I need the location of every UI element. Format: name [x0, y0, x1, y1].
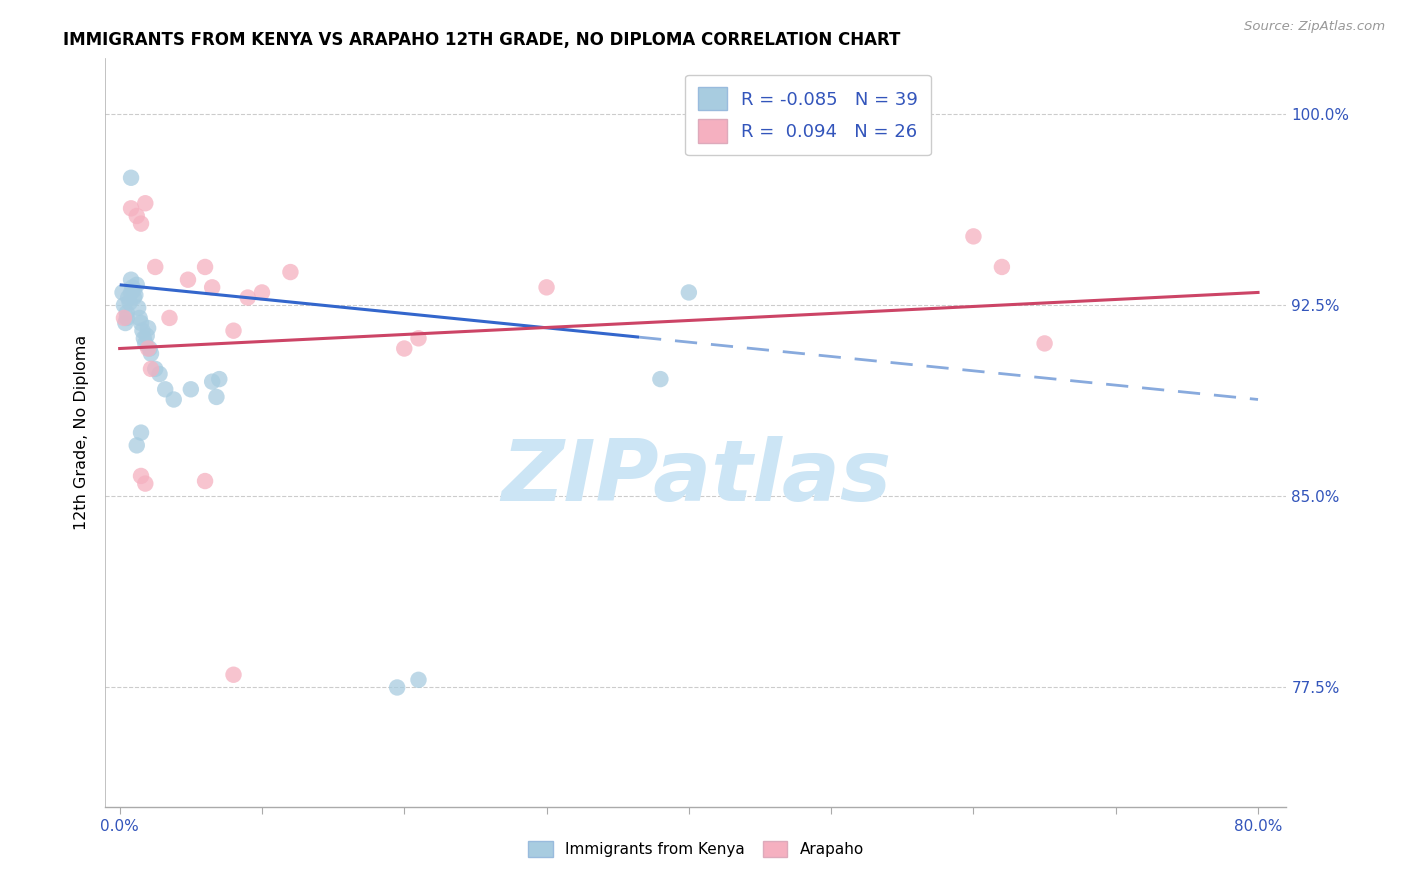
Point: [148, 367, 170, 381]
Point: [222, 324, 245, 338]
Point: [111, 285, 134, 300]
Point: [650, 372, 672, 386]
Point: [408, 673, 430, 687]
Point: [139, 362, 162, 376]
Point: [177, 273, 200, 287]
Point: [134, 196, 156, 211]
Point: [201, 375, 224, 389]
Point: [201, 280, 224, 294]
Point: [962, 229, 984, 244]
Point: [127, 301, 149, 315]
Point: [129, 217, 152, 231]
Point: [205, 390, 228, 404]
Text: IMMIGRANTS FROM KENYA VS ARAPAHO 12TH GRADE, NO DIPLOMA CORRELATION CHART: IMMIGRANTS FROM KENYA VS ARAPAHO 12TH GR…: [63, 31, 901, 49]
Point: [136, 321, 159, 335]
Text: Source: ZipAtlas.com: Source: ZipAtlas.com: [1244, 20, 1385, 33]
Point: [114, 316, 136, 330]
Point: [138, 342, 160, 356]
Point: [194, 260, 217, 274]
Point: [134, 476, 156, 491]
Point: [125, 209, 148, 223]
Point: [250, 285, 273, 300]
Point: [112, 298, 135, 312]
Y-axis label: 12th Grade, No Diploma: 12th Grade, No Diploma: [75, 335, 90, 530]
Point: [236, 291, 259, 305]
Point: [131, 324, 153, 338]
Point: [280, 265, 302, 279]
Point: [180, 382, 202, 396]
Point: [117, 291, 139, 305]
Point: [129, 316, 152, 330]
Point: [408, 331, 430, 345]
Point: [112, 310, 135, 325]
Point: [163, 392, 186, 407]
Point: [121, 280, 143, 294]
Point: [536, 280, 558, 294]
Point: [194, 474, 217, 488]
Point: [128, 310, 150, 325]
Point: [143, 362, 166, 376]
Point: [124, 288, 146, 302]
Point: [1033, 336, 1056, 351]
Point: [385, 681, 408, 695]
Point: [394, 342, 416, 356]
Point: [136, 342, 159, 356]
Point: [120, 170, 142, 185]
Point: [122, 283, 145, 297]
Point: [222, 667, 245, 681]
Point: [155, 382, 177, 396]
Point: [208, 372, 231, 386]
Point: [122, 291, 145, 305]
Point: [991, 260, 1014, 274]
Point: [129, 425, 152, 440]
Point: [125, 277, 148, 292]
Text: ZIPatlas: ZIPatlas: [501, 436, 891, 519]
Point: [115, 306, 138, 320]
Point: [135, 328, 157, 343]
Point: [159, 310, 181, 325]
Point: [678, 285, 700, 300]
Point: [118, 295, 141, 310]
Point: [125, 438, 148, 452]
Point: [115, 310, 138, 325]
Legend: Immigrants from Kenya, Arapaho: Immigrants from Kenya, Arapaho: [522, 834, 870, 863]
Point: [134, 336, 156, 351]
Point: [129, 469, 152, 483]
Point: [139, 346, 162, 360]
Point: [143, 260, 166, 274]
Point: [120, 202, 142, 216]
Point: [120, 273, 142, 287]
Point: [132, 331, 155, 345]
Point: [120, 285, 142, 300]
